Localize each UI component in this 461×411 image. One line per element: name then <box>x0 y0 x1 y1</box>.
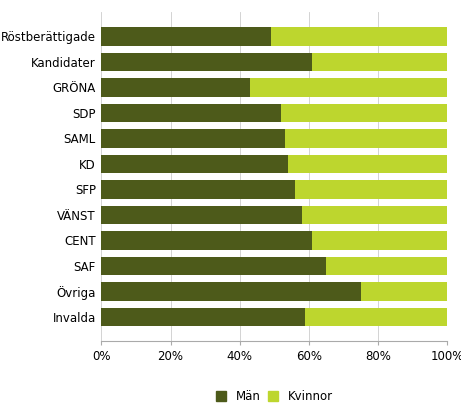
Bar <box>250 78 447 97</box>
Bar <box>101 282 361 301</box>
Bar <box>312 53 447 71</box>
Bar <box>101 231 312 249</box>
Bar <box>101 78 250 97</box>
Bar <box>284 129 447 148</box>
Bar <box>271 27 447 46</box>
Bar <box>302 206 447 224</box>
Bar <box>101 129 284 148</box>
Legend: Män, Kvinnor: Män, Kvinnor <box>212 386 337 406</box>
Bar <box>101 104 281 122</box>
Bar <box>101 180 295 199</box>
Bar <box>326 257 447 275</box>
Bar <box>288 155 447 173</box>
Bar <box>281 104 447 122</box>
Bar <box>101 27 271 46</box>
Bar <box>101 308 305 326</box>
Bar <box>361 282 447 301</box>
Bar <box>101 206 302 224</box>
Bar <box>312 231 447 249</box>
Bar <box>101 53 312 71</box>
Bar <box>305 308 447 326</box>
Bar <box>101 257 326 275</box>
Bar <box>101 155 288 173</box>
Bar <box>295 180 447 199</box>
